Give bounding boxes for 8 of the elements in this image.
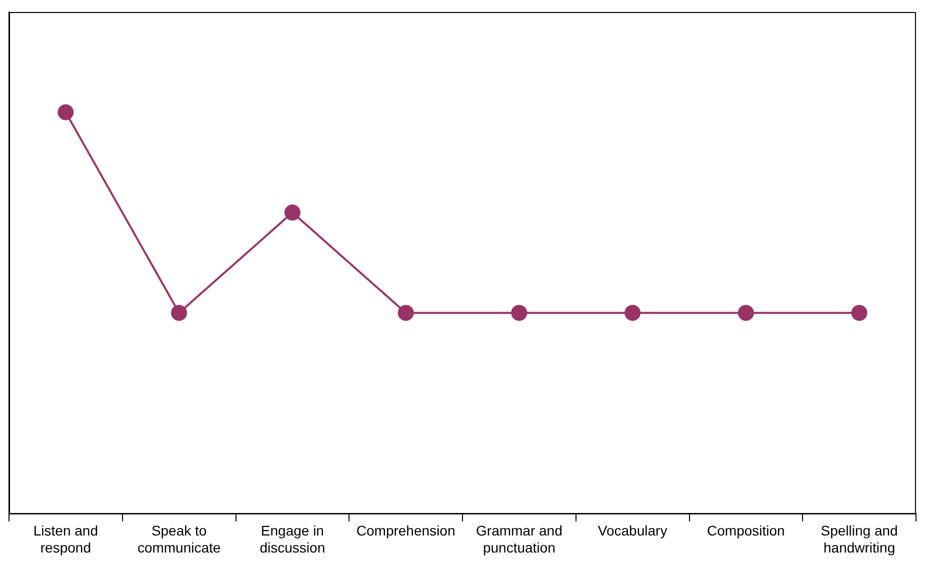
- x-tick-label: Spelling and handwriting: [820, 522, 898, 556]
- x-tick-label: Comprehension: [356, 522, 456, 539]
- x-tick-label: Speak to communicate: [137, 522, 221, 556]
- x-tick-label: Composition: [707, 522, 785, 539]
- x-tick-label: Grammar and punctuation: [476, 522, 562, 556]
- x-tick-label: Vocabulary: [598, 522, 668, 539]
- x-tick-label: Engage in discussion: [260, 522, 326, 556]
- x-tick-label: Listen and respond: [33, 522, 98, 556]
